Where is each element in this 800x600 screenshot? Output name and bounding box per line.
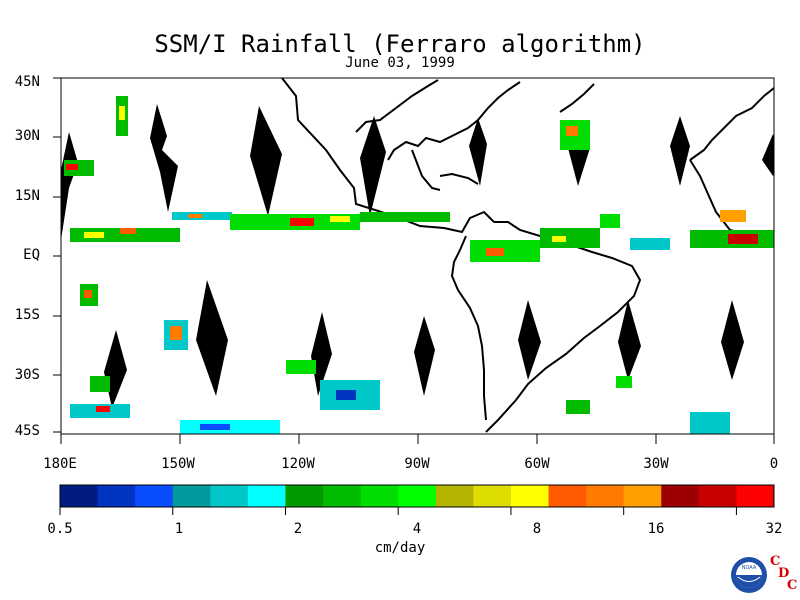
color-scale-swatch — [172, 485, 211, 507]
scale-label-0-5: 0.5 — [47, 521, 73, 537]
lon-label-90w: 90W — [404, 456, 430, 472]
color-scale-swatch — [623, 485, 662, 507]
scale-label-4: 4 — [412, 521, 422, 537]
color-scale-swatch — [247, 485, 286, 507]
color-scale-frame — [59, 484, 775, 508]
lat-label-15n: 15N — [14, 188, 40, 204]
cdc-logo: C D C — [768, 554, 798, 598]
color-scale-swatch — [698, 485, 737, 507]
lat-label-15s: 15S — [14, 307, 40, 323]
color-scale-swatch — [97, 485, 136, 507]
color-scale-swatch — [323, 485, 362, 507]
lon-label-0: 0 — [769, 456, 779, 472]
units-label: cm/day — [374, 540, 426, 556]
lat-label-45s: 45S — [14, 423, 40, 439]
noaa-seal-icon: NOAA — [731, 557, 767, 593]
axis-ticks — [53, 77, 775, 444]
color-scale-swatch — [661, 485, 700, 507]
scale-label-2: 2 — [293, 521, 303, 537]
rain-patches — [64, 96, 774, 434]
lon-label-150w: 150W — [161, 456, 195, 472]
color-scale-swatch — [135, 485, 174, 507]
lat-label-eq: EQ — [23, 247, 40, 263]
color-scale-swatch — [210, 485, 249, 507]
swath-gaps — [61, 104, 774, 408]
scale-label-16: 16 — [647, 521, 665, 537]
noaa-logo-text: NOAA — [742, 565, 757, 571]
color-scale-swatch — [398, 485, 437, 507]
cdc-letter-c1: C — [770, 554, 781, 569]
lat-label-30n: 30N — [14, 128, 40, 144]
lat-label-30s: 30S — [14, 367, 40, 383]
color-scale-swatch — [360, 485, 399, 507]
scale-label-32: 32 — [765, 521, 783, 537]
color-scale-swatch — [548, 485, 587, 507]
color-scale-swatch — [586, 485, 625, 507]
map-title: SSM/I Rainfall (Ferraro algorithm) — [154, 30, 646, 58]
color-scale-swatch — [736, 485, 775, 507]
color-scale-swatch — [510, 485, 550, 507]
cdc-letter-c2: C — [787, 578, 798, 593]
lon-label-120w: 120W — [281, 456, 315, 472]
cdc-letter-d: D — [778, 566, 790, 581]
color-scale-swatch — [285, 485, 324, 507]
map-subtitle: June 03, 1999 — [345, 55, 455, 71]
scale-label-1: 1 — [174, 521, 184, 537]
color-scale-swatch — [435, 485, 474, 507]
color-scale-swatch — [60, 485, 99, 507]
noaa-logo: NOAA — [730, 556, 768, 594]
lat-label-45n: 45N — [14, 74, 40, 90]
color-scale-swatch — [473, 485, 512, 507]
scale-label-8: 8 — [532, 521, 542, 537]
lon-label-180e: 180E — [43, 456, 77, 472]
lon-label-30w: 30W — [643, 456, 669, 472]
lon-label-60w: 60W — [524, 456, 550, 472]
